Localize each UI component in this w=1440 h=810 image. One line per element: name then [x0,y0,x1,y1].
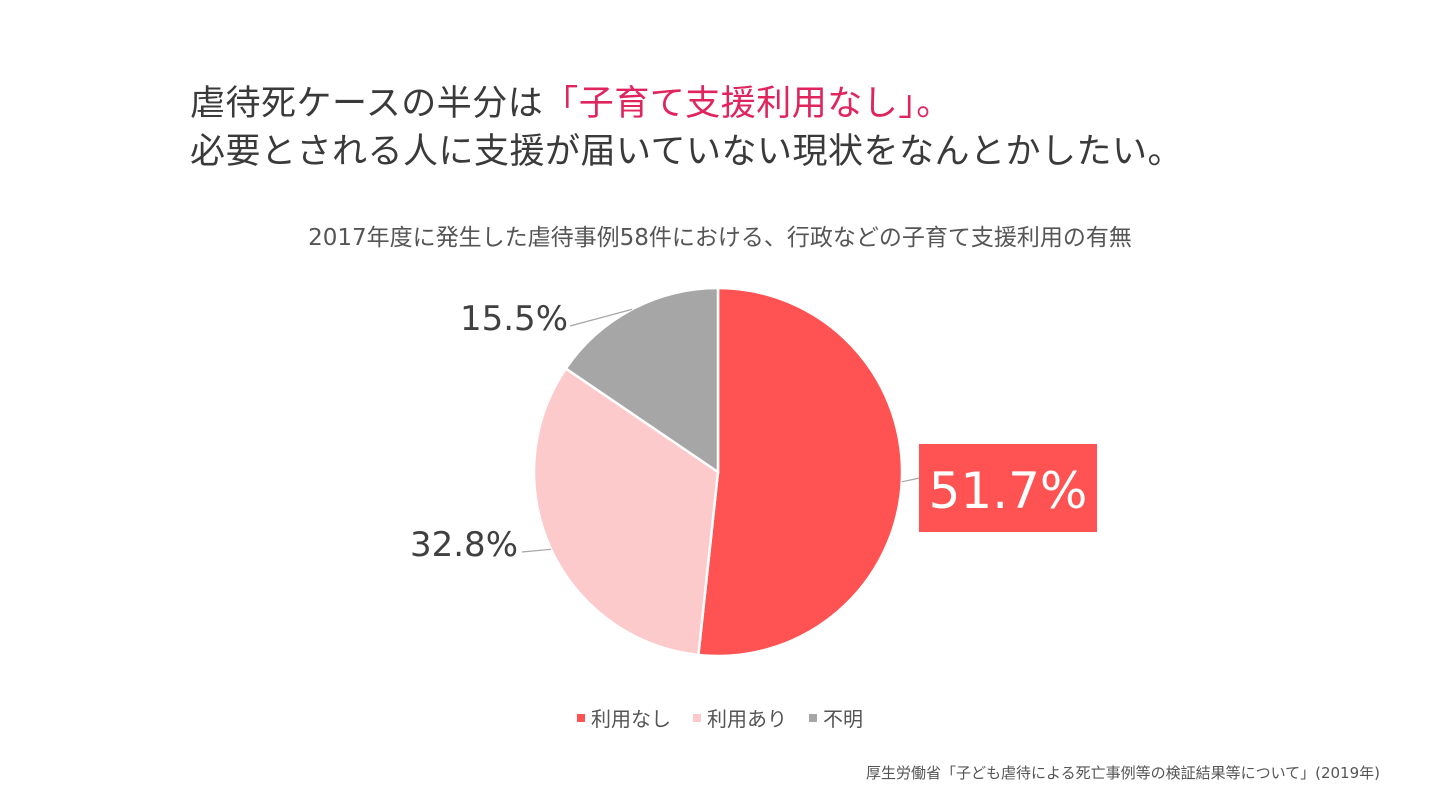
legend-swatch-1 [693,713,701,722]
highlight-label-box [919,444,1097,532]
legend-item-0: 利用なし [577,703,671,732]
headline-highlight: 「子育て支援利用なし」。 [543,84,952,124]
leader-line-1 [521,548,552,553]
legend-label-1: 利用あり [707,707,787,731]
slice-label-2: 15.5% [460,299,568,339]
leader-line-0 [901,477,921,483]
legend-swatch-2 [809,713,817,722]
legend-item-2: 不明 [809,703,863,732]
headline-prefix: 虐待死ケースの半分は [190,84,544,124]
pie-slice-0 [697,286,904,658]
chart-legend: 利用なし 利用あり 不明 [0,703,1440,732]
legend-swatch-0 [577,713,585,722]
slice-label-1: 32.8% [410,525,518,565]
legend-label-2: 不明 [823,707,863,731]
source-citation: 厚生労働省「子ども虐待による死亡事例等の検証結果等について」(2019年) [866,764,1380,782]
headline-line-2: 必要とされる人に支援が届いていない現状をなんとかしたい。 [190,132,1183,172]
pie-slice-1 [532,366,720,657]
chart-title: 2017年度に発生した虐待事例58件における、行政などの子育て支援利用の有無 [308,225,1132,251]
slice-label-0: 51.7% [929,462,1088,520]
headline: 虐待死ケースの半分は「子育て支援利用なし」。 必要とされる人に支援が届いていない… [190,80,1290,176]
legend-item-1: 利用あり [693,703,787,732]
headline-line-1: 虐待死ケースの半分は「子育て支援利用なし」。 [190,80,1290,128]
leader-line-2 [569,308,633,327]
legend-label-0: 利用なし [591,707,671,731]
